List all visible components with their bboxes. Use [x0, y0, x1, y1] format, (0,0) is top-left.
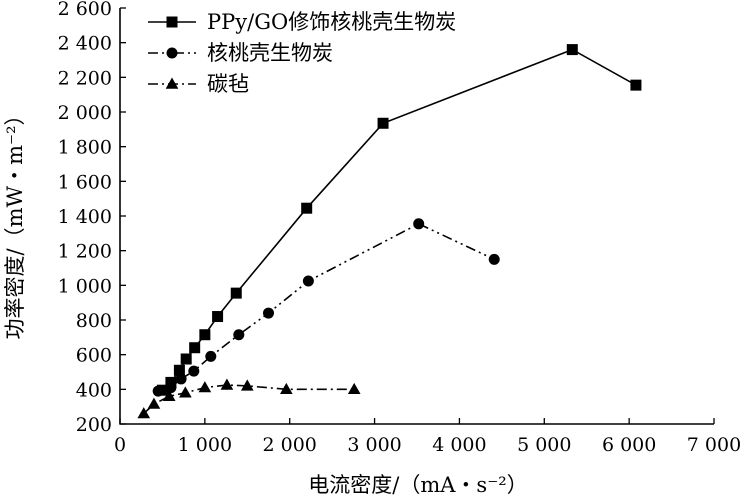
data-point-circle [166, 47, 178, 59]
data-point-triangle [240, 379, 254, 391]
x-tick-label: 4 000 [432, 434, 486, 456]
x-tick-label: 1 000 [178, 434, 232, 456]
data-point-circle [165, 382, 177, 394]
y-tick-label: 2 600 [58, 0, 112, 20]
legend-label: 碳毡 [207, 72, 249, 96]
y-tick-label: 1 600 [58, 171, 112, 193]
data-point-circle [413, 218, 425, 230]
data-point-triangle [347, 382, 361, 395]
data-point-circle [175, 373, 187, 385]
x-tick-label: 6 000 [602, 434, 656, 456]
data-point-circle [263, 307, 274, 319]
data-point-triangle [137, 407, 151, 419]
y-tick-label: 2 400 [58, 33, 112, 55]
data-point-circle [488, 253, 500, 265]
y-tick-label: 800 [76, 310, 112, 332]
data-point-square [180, 353, 192, 365]
y-tick-label: 200 [76, 414, 112, 436]
x-axis-title: 电流密度/（mA・s⁻²） [308, 473, 527, 497]
data-point-square [189, 342, 201, 354]
data-point-triangle [198, 381, 212, 393]
y-axis-title: 功率密度/（mW・m⁻²） [3, 105, 27, 340]
y-tick-label: 1 800 [58, 137, 112, 159]
data-point-triangle [165, 77, 179, 89]
series-circle [152, 218, 500, 397]
data-point-square [566, 44, 578, 56]
x-tick-label: 0 [114, 434, 126, 456]
y-tick-label: 1 000 [58, 275, 112, 297]
data-point-square [212, 311, 224, 323]
data-point-triangle [279, 382, 293, 395]
x-tick-label: 2 000 [263, 434, 317, 456]
y-tick-label: 1 200 [58, 241, 112, 263]
data-point-circle [302, 275, 314, 287]
legend-entry: 核桃壳生物炭 [148, 41, 333, 65]
y-tick-label: 2 000 [58, 102, 112, 124]
axes [119, 8, 714, 425]
data-point-circle [188, 365, 200, 377]
data-point-square [166, 16, 178, 28]
data-point-circle [205, 350, 217, 362]
y-tick-label: 600 [76, 345, 112, 367]
legend-entry: PPy/GO修饰核桃壳生物炭 [148, 10, 456, 34]
data-point-square [230, 287, 242, 299]
series-line [157, 222, 495, 392]
series-square [156, 44, 642, 396]
x-tick-label: 7 000 [687, 434, 741, 456]
legend-label: 核桃壳生物炭 [207, 41, 333, 65]
data-point-square [377, 117, 389, 129]
y-tick-label: 1 400 [58, 206, 112, 228]
data-point-triangle [162, 389, 176, 401]
data-point-square [630, 79, 642, 91]
data-point-triangle [179, 386, 192, 398]
legend-label: PPy/GO修饰核桃壳生物炭 [207, 10, 456, 34]
data-point-square [301, 202, 313, 214]
y-tick-label: 400 [76, 379, 112, 401]
data-point-square [173, 364, 185, 376]
x-tick-label: 5 000 [517, 434, 571, 456]
series-triangle [137, 378, 361, 419]
data-point-circle [152, 385, 164, 397]
data-point-square [199, 329, 211, 341]
series-layer [137, 44, 642, 419]
ticks: 0 1 000 2 000 3 000 4 000 5 000 6 000 7 000 200 4… [58, 0, 742, 456]
y-tick-label: 2 200 [58, 67, 112, 89]
legend-entry: 碳毡 [148, 72, 249, 96]
data-point-triangle [220, 378, 234, 390]
data-point-triangle [147, 397, 161, 409]
data-point-circle [233, 329, 245, 341]
x-tick-label: 3 000 [347, 434, 401, 456]
